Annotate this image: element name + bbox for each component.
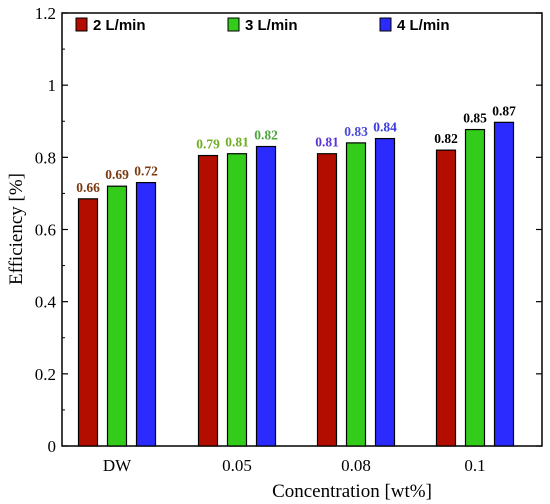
data-label: 0.87 <box>492 103 516 118</box>
bar-3-l-min-008 <box>345 142 367 447</box>
data-label: 0.69 <box>105 167 129 182</box>
x-axis-title: Concentration [wt%] <box>272 481 432 502</box>
x-tick-label: 0.05 <box>222 456 252 475</box>
data-label: 0.83 <box>344 124 368 139</box>
legend-label: 3 L/min <box>245 17 298 34</box>
y-tick-label: 1 <box>48 76 57 95</box>
y-tick-label: 1.2 <box>35 4 56 23</box>
legend-swatch <box>379 17 392 32</box>
data-label: 0.72 <box>134 164 158 179</box>
data-label: 0.82 <box>254 128 278 143</box>
bars <box>77 121 515 447</box>
data-label: 0.81 <box>225 135 249 150</box>
data-label: 0.82 <box>434 131 458 146</box>
y-tick-label: 0.8 <box>35 148 56 167</box>
bar-3-l-min-DW <box>106 185 128 447</box>
data-label: 0.79 <box>196 137 220 152</box>
legend-swatch <box>227 17 240 32</box>
bar-2-l-min-005 <box>197 154 219 447</box>
data-label: 0.84 <box>373 120 397 135</box>
y-tick-label: 0.2 <box>35 365 56 384</box>
bar-4-l-min-008 <box>374 137 396 447</box>
y-tick-label: 0 <box>48 437 57 456</box>
legend: 2 L/min 3 L/min 4 L/min <box>75 17 450 34</box>
legend-label: 2 L/min <box>93 17 146 34</box>
legend-swatch <box>75 17 88 32</box>
bar-4-l-min-01 <box>493 121 515 447</box>
x-tick-label: DW <box>103 456 132 475</box>
data-label: 0.85 <box>463 111 487 126</box>
y-axis: 00.20.40.60.811.2 <box>35 4 542 456</box>
bar-3-l-min-005 <box>226 153 248 447</box>
bar-2-l-min-01 <box>435 149 457 447</box>
data-label: 0.81 <box>315 135 339 150</box>
y-tick-label: 0.6 <box>35 221 56 240</box>
data-labels: 0.66 0.79 0.81 0.82 0.69 0.81 0.83 0.85 0.72 0.82… <box>76 103 516 194</box>
bar-4-l-min-005 <box>255 145 277 447</box>
x-tick-label: 0.1 <box>464 456 485 475</box>
bar-2-l-min-DW <box>77 198 99 447</box>
bar-3-l-min-01 <box>464 128 486 447</box>
bar-2-l-min-008 <box>316 153 338 447</box>
y-tick-label: 0.4 <box>35 293 57 312</box>
x-tick-label: 0.08 <box>341 456 371 475</box>
bar-4-l-min-DW <box>135 181 157 447</box>
legend-label: 4 L/min <box>397 17 450 34</box>
data-label: 0.66 <box>76 180 100 195</box>
y-axis-title: Efficiency [%] <box>6 173 27 285</box>
